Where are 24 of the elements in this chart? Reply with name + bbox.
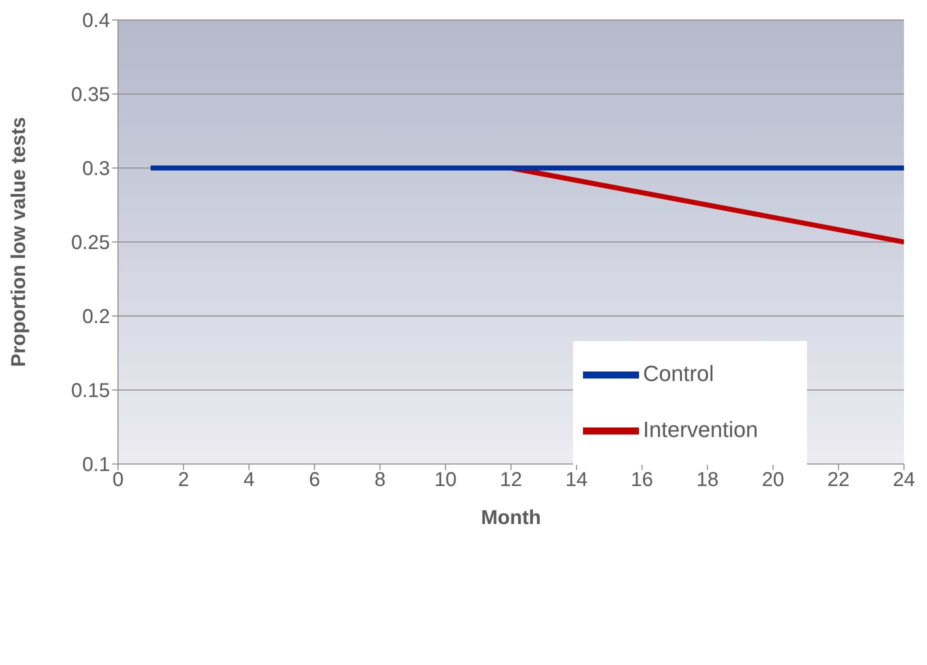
x-tick-label: 12 <box>500 469 522 492</box>
x-tick-label: 16 <box>630 469 654 492</box>
y-tick-label: 0.15 <box>71 380 110 402</box>
x-tick-label: 2 <box>178 469 190 492</box>
x-tick-label: 22 <box>827 469 850 492</box>
x-axis-title: Month <box>481 507 541 529</box>
y-tick-label: 0.35 <box>71 84 110 106</box>
x-tick-label: 14 <box>565 469 588 492</box>
y-tick-label: 0.1 <box>82 454 110 476</box>
y-tick-label: 0.3 <box>82 158 110 180</box>
x-tick-label: 24 <box>892 469 916 492</box>
y-axis-title: Proportion low value tests <box>8 116 30 368</box>
y-tick-label: 0.25 <box>71 232 110 254</box>
legend-label: Intervention <box>643 416 758 442</box>
x-tick-label: 18 <box>696 469 719 492</box>
x-tick-label: 10 <box>434 469 457 492</box>
x-tick-label: 8 <box>374 469 386 492</box>
y-tick-label: 0.2 <box>82 306 110 328</box>
x-tick-label: 6 <box>308 469 320 492</box>
legend-label: Control <box>643 360 714 386</box>
y-tick-label: 0.4 <box>82 10 110 32</box>
x-tick-label: 0 <box>112 469 124 492</box>
x-tick-label: 20 <box>762 469 784 492</box>
x-tick-label: 4 <box>243 469 255 492</box>
